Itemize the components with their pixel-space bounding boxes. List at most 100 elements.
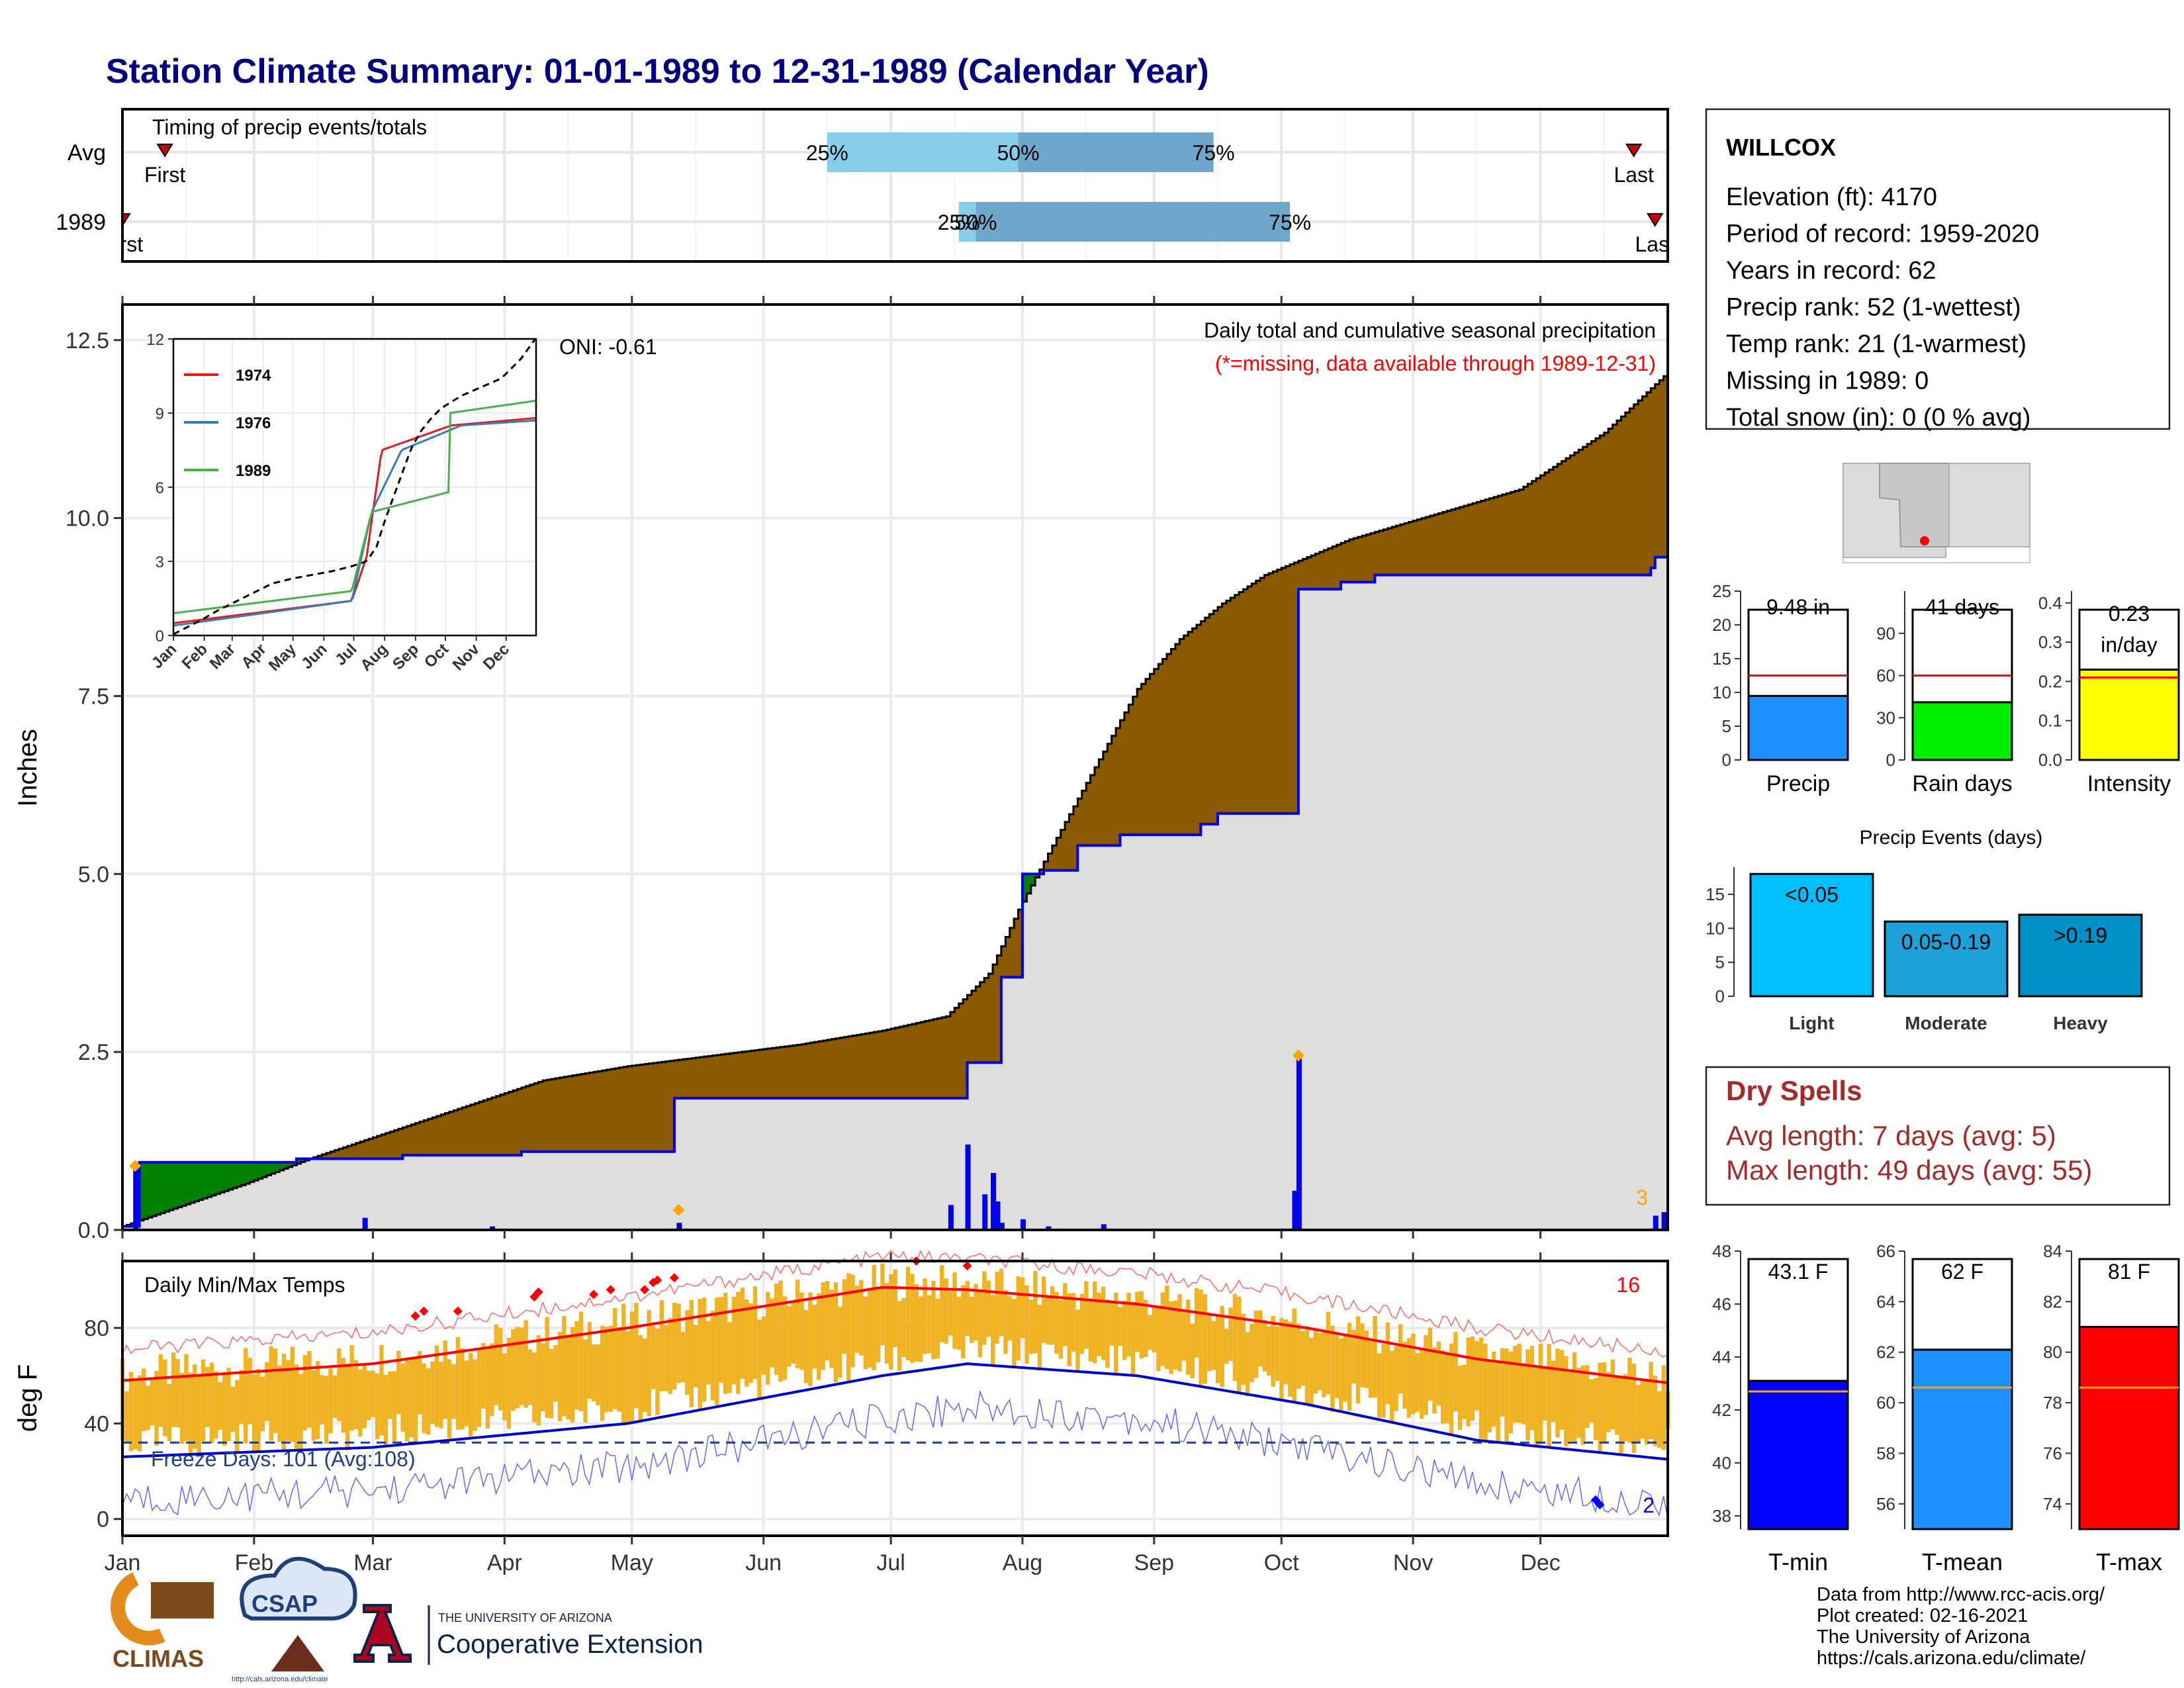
temp-daily-bar: [1084, 1281, 1089, 1349]
temp-avg-max-line: [122, 1286, 1668, 1385]
temp-daily-bar: [1432, 1347, 1437, 1414]
temp-daily-bar: [629, 1311, 635, 1425]
temp-daily-bar: [578, 1311, 584, 1411]
summary-y-tick-label: 10: [1712, 682, 1731, 702]
temp-daily-bar: [519, 1327, 524, 1405]
temp-daily-bar: [1568, 1372, 1572, 1441]
temp-daily-bar: [1661, 1365, 1666, 1450]
temp-daily-bar: [302, 1355, 308, 1430]
temp-daily-bar: [222, 1374, 227, 1446]
temp-daily-bar: [1288, 1321, 1293, 1397]
temp-daily-bar: [1122, 1300, 1127, 1360]
temp-daily-bar: [239, 1370, 244, 1424]
temp-daily-bar: [532, 1352, 537, 1423]
temp-daily-bar: [1441, 1350, 1445, 1424]
temp-daily-bar: [1368, 1340, 1373, 1398]
temp-daily-bar: [1194, 1288, 1199, 1358]
temp-daily-bar: [281, 1354, 287, 1452]
temp-daily-bar: [383, 1374, 388, 1446]
temp-daily-bar: [549, 1348, 554, 1419]
temp-daily-bar: [604, 1327, 609, 1413]
temp-daily-bar: [1457, 1365, 1463, 1430]
temp-daily-bar: [286, 1360, 291, 1441]
ua-big-text: Cooperative Extension: [437, 1630, 703, 1659]
dry-spells-avg: Avg length: 7 days (avg: 5): [1726, 1120, 2056, 1151]
precip-daily-bar: [1101, 1224, 1107, 1230]
events-bar-label: >0.19: [2054, 923, 2107, 947]
climas-logo-text: CLIMAS: [113, 1645, 204, 1672]
inset-legend-label: 1989: [236, 462, 271, 480]
temp-daily-bar: [723, 1292, 728, 1394]
temp-daily-bar: [1657, 1391, 1662, 1448]
credits: Data from http://www.rcc-acis.org/Plot c…: [1817, 1584, 2105, 1669]
temp-daily-bar: [1228, 1307, 1233, 1361]
climas-logo-mark: [111, 1572, 165, 1646]
temp-daily-bar: [991, 1295, 995, 1364]
temp-daily-bar: [154, 1371, 159, 1446]
temp-daily-bar: [1114, 1292, 1118, 1374]
precip-frame: [121, 303, 1669, 1231]
temp-daily-bar: [833, 1282, 839, 1383]
temp-daily-bar: [422, 1363, 426, 1434]
temp-daily-bar: [596, 1344, 600, 1405]
temp-frame: [121, 1260, 1669, 1537]
temp-daily-bar: [884, 1283, 889, 1364]
events-bar-label: <0.05: [1785, 882, 1839, 906]
precip-daily-bar: [490, 1226, 496, 1230]
temp-daily-bar: [1462, 1364, 1467, 1419]
temp-daily-bar: [897, 1301, 902, 1371]
temp-record-high-marker: [640, 1285, 650, 1295]
timing-bar-25-50: [958, 202, 976, 242]
temp-daily-bar: [1580, 1365, 1586, 1445]
temp-daily-bar: [782, 1296, 788, 1380]
temp-daily-bar: [1300, 1331, 1305, 1386]
temp-daily-bar: [1033, 1270, 1038, 1354]
timing-panel: Avg25%50%75%FirstLast198925%50%75%FirstL…: [0, 108, 1702, 263]
temp-daily-bar: [634, 1302, 639, 1409]
temp-daily-bar: [672, 1302, 677, 1390]
precip-avg-line: [122, 372, 1669, 1228]
temp-summary-value-bar: [1747, 1380, 1849, 1530]
temp-daily-bar: [1508, 1351, 1514, 1434]
temp-daily-bar: [872, 1264, 876, 1370]
temp-daily-bar: [625, 1331, 630, 1425]
inset-series-line: [173, 419, 537, 627]
temp-daily-bar: [1385, 1322, 1390, 1405]
precip-daily-bar: [1020, 1219, 1026, 1230]
temp-daily-bar: [1339, 1338, 1343, 1413]
temp-daily-bar: [447, 1359, 452, 1438]
temp-daily-bar: [1334, 1334, 1340, 1398]
temp-daily-bar: [1250, 1323, 1254, 1383]
ua-a-icon: [353, 1604, 412, 1663]
temp-daily-bar: [1351, 1330, 1356, 1384]
timing-p75-label: 75%: [1269, 211, 1311, 234]
temp-daily-bar: [214, 1372, 218, 1439]
precip-y-tick-label: 7.5: [78, 684, 109, 709]
temp-daily-bar: [829, 1289, 834, 1368]
temp-daily-bar: [358, 1369, 363, 1436]
temp-daily-bar: [536, 1335, 541, 1426]
inset-y-tick-label: 6: [156, 479, 164, 497]
inset-y-tick-label: 0: [156, 628, 164, 645]
temp-daily-bar: [1394, 1346, 1398, 1411]
temp-daily-bar: [400, 1364, 405, 1432]
temp-daily-bar: [1513, 1346, 1518, 1423]
events-y-tick-label: 15: [1706, 884, 1725, 904]
temp-summary-y-tick-label: 78: [2043, 1393, 2062, 1413]
temp-daily-bar: [574, 1321, 579, 1410]
temp-daily-bar: [1377, 1353, 1382, 1418]
temp-daily-bar: [324, 1376, 329, 1444]
temp-lines: [122, 1250, 1668, 1519]
precip-daily-bar: [995, 1201, 1001, 1230]
temp-daily-bar: [982, 1271, 987, 1345]
temp-daily-bar: [1296, 1323, 1301, 1389]
temp-daily-bar: [1126, 1292, 1131, 1357]
timing-rows: Avg25%50%75%FirstLast198925%50%75%FirstL…: [0, 108, 1702, 263]
summary-category-label: Precip: [1766, 771, 1830, 796]
summary-chart-1: 0 30 60 90 41 days Rain days: [1876, 591, 2013, 796]
inset-series-line: [173, 399, 537, 614]
station-info-line: Temp rank: 21 (1-warmest): [1726, 330, 2026, 358]
temp-daily-bar: [523, 1320, 528, 1408]
temp-daily-bar: [1186, 1299, 1191, 1375]
temp-daily-bar: [1593, 1378, 1598, 1440]
